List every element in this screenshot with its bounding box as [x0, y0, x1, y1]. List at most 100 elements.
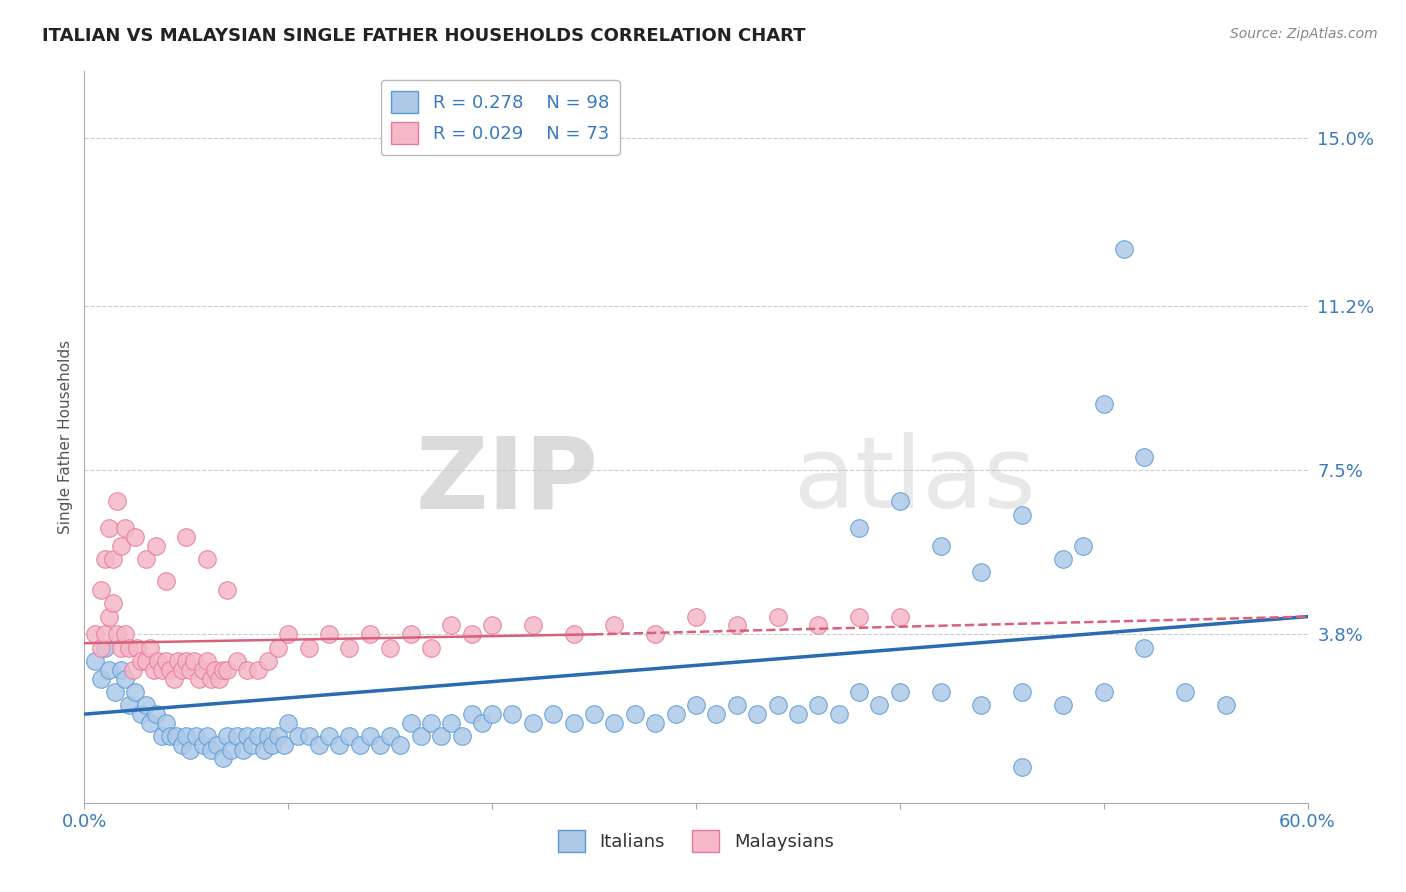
Point: [155, 716, 177, 731]
Point: [1052, 552, 1074, 566]
Point: [298, 729, 321, 743]
Point: [191, 663, 214, 677]
Point: [226, 729, 249, 743]
Point: [212, 663, 235, 677]
Point: [260, 738, 283, 752]
Point: [93, 640, 115, 655]
Point: [105, 494, 128, 508]
Point: [97, 521, 120, 535]
Point: [150, 663, 173, 677]
Point: [246, 729, 269, 743]
Point: [236, 663, 259, 677]
Point: [339, 729, 361, 743]
Point: [104, 685, 127, 699]
Point: [399, 627, 422, 641]
Point: [685, 698, 707, 713]
Point: [583, 707, 606, 722]
Point: [389, 738, 412, 752]
Point: [349, 738, 371, 752]
Point: [110, 539, 132, 553]
Point: [420, 640, 443, 655]
Point: [135, 698, 157, 713]
Point: [204, 663, 226, 677]
Point: [399, 716, 422, 731]
Point: [240, 738, 263, 752]
Point: [186, 729, 208, 743]
Point: [135, 552, 157, 566]
Point: [195, 654, 218, 668]
Point: [208, 672, 231, 686]
Point: [522, 716, 544, 731]
Point: [145, 539, 167, 553]
Point: [318, 729, 340, 743]
Point: [766, 609, 789, 624]
Point: [105, 627, 128, 641]
Point: [420, 716, 443, 731]
Point: [461, 627, 484, 641]
Point: [543, 707, 565, 722]
Point: [409, 729, 432, 743]
Point: [1133, 640, 1156, 655]
Point: [159, 663, 181, 677]
Point: [1011, 685, 1033, 699]
Text: Source: ZipAtlas.com: Source: ZipAtlas.com: [1230, 27, 1378, 41]
Point: [1011, 508, 1033, 522]
Point: [471, 716, 494, 731]
Point: [624, 707, 647, 722]
Point: [118, 698, 141, 713]
Point: [848, 521, 870, 535]
Point: [83, 654, 105, 668]
Point: [359, 627, 381, 641]
Point: [142, 663, 165, 677]
Point: [706, 707, 728, 722]
Legend: Italians, Malaysians: Italians, Malaysians: [551, 823, 841, 860]
Point: [970, 566, 993, 580]
Point: [440, 618, 463, 632]
Text: ITALIAN VS MALAYSIAN SINGLE FATHER HOUSEHOLDS CORRELATION CHART: ITALIAN VS MALAYSIAN SINGLE FATHER HOUSE…: [42, 27, 806, 45]
Point: [970, 698, 993, 713]
Point: [287, 729, 309, 743]
Point: [83, 627, 105, 641]
Point: [328, 738, 350, 752]
Point: [298, 640, 321, 655]
Point: [90, 640, 112, 655]
Point: [165, 729, 187, 743]
Point: [124, 530, 146, 544]
Point: [97, 663, 120, 677]
Point: [191, 738, 214, 752]
Point: [1215, 698, 1237, 713]
Point: [200, 742, 222, 756]
Point: [257, 729, 280, 743]
Point: [267, 729, 290, 743]
Point: [187, 672, 209, 686]
Point: [146, 654, 169, 668]
Point: [101, 596, 124, 610]
Point: [219, 742, 242, 756]
Point: [665, 707, 688, 722]
Point: [167, 654, 190, 668]
Point: [90, 582, 112, 597]
Point: [685, 609, 707, 624]
Point: [114, 627, 136, 641]
Point: [1073, 539, 1095, 553]
Point: [155, 654, 177, 668]
Point: [929, 685, 952, 699]
Point: [122, 663, 145, 677]
Point: [226, 654, 249, 668]
Point: [131, 654, 153, 668]
Point: [1114, 242, 1136, 256]
Point: [848, 685, 870, 699]
Point: [267, 640, 290, 655]
Point: [155, 574, 177, 589]
Point: [889, 494, 911, 508]
Point: [110, 663, 132, 677]
Point: [236, 729, 259, 743]
Point: [440, 716, 463, 731]
Text: ZIP: ZIP: [415, 433, 598, 530]
Point: [277, 627, 299, 641]
Point: [93, 552, 115, 566]
Point: [172, 663, 194, 677]
Point: [725, 698, 748, 713]
Point: [114, 521, 136, 535]
Point: [1092, 685, 1115, 699]
